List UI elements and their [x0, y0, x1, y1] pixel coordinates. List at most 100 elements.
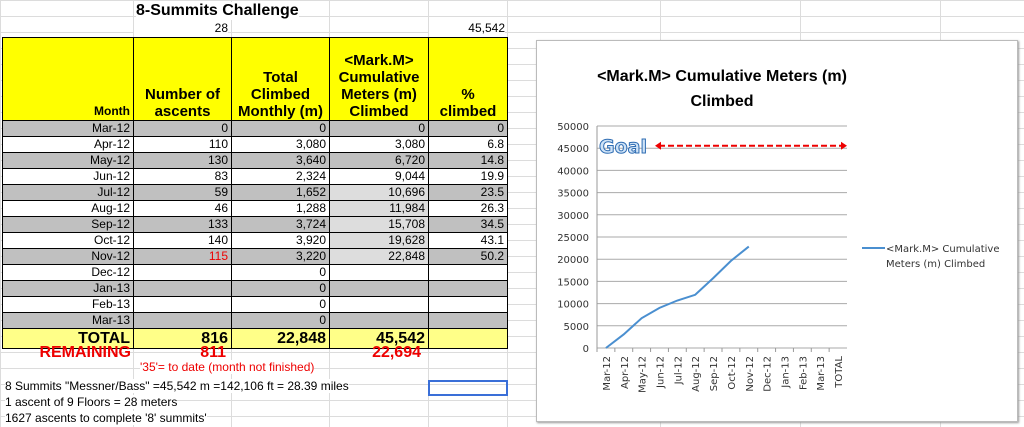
cell-month[interactable]: Feb-13: [2, 296, 134, 313]
cell-ascents[interactable]: [133, 264, 232, 281]
cell-month[interactable]: Mar-12: [2, 120, 134, 137]
cell-month[interactable]: Jul-12: [2, 184, 134, 201]
goal-value[interactable]: 45,542: [429, 21, 505, 35]
cell-month[interactable]: Mar-13: [2, 312, 134, 329]
cell-ascents[interactable]: 59: [133, 184, 232, 201]
cell-cumulative[interactable]: 10,696: [329, 184, 429, 201]
x-tick-label: Aug-12: [691, 356, 702, 392]
note-line-2: 1 ascent of 9 Floors = 28 meters: [5, 395, 178, 409]
cell-cumulative[interactable]: [329, 280, 429, 297]
total-empty[interactable]: [428, 328, 508, 349]
cell-percent[interactable]: [428, 280, 508, 297]
cell-ascents[interactable]: [133, 280, 232, 297]
remaining-label: REMAINING: [39, 344, 131, 361]
table-row: Oct-12 140 3,920 19,628 43.1: [2, 232, 508, 249]
cell-month[interactable]: Oct-12: [2, 232, 134, 249]
cell-percent[interactable]: 43.1: [428, 232, 508, 249]
x-tick-label: Mar-13: [816, 356, 827, 391]
y-tick-label: 50000: [557, 122, 589, 133]
x-tick-label: May-12: [638, 356, 649, 393]
cell-percent[interactable]: 0: [428, 120, 508, 137]
cell-cumulative[interactable]: 11,984: [329, 200, 429, 217]
cell-ascents[interactable]: 115: [133, 248, 232, 265]
header-row: Month Number of ascents Total Climbed Mo…: [2, 37, 508, 121]
cell-monthly[interactable]: 1,288: [231, 200, 330, 217]
header-percent[interactable]: % climbed: [428, 37, 508, 121]
total-monthly[interactable]: 22,848: [231, 328, 330, 349]
to-date-note: '35'= to date (month not finished): [140, 360, 315, 374]
x-tick-label: Sep-12: [709, 356, 720, 391]
cell-monthly[interactable]: 0: [231, 296, 330, 313]
cell-ascents[interactable]: 0: [133, 120, 232, 137]
cell-ascents[interactable]: 46: [133, 200, 232, 217]
cumulative-chart[interactable]: <Mark.M> Cumulative Meters (m) Climbed 0…: [536, 40, 1018, 422]
cell-monthly[interactable]: 2,324: [231, 168, 330, 185]
cell-percent[interactable]: [428, 296, 508, 313]
cell-cumulative[interactable]: [329, 264, 429, 281]
cell-cumulative[interactable]: 22,848: [329, 248, 429, 265]
cell-ascents[interactable]: 140: [133, 232, 232, 249]
cell-cumulative[interactable]: 3,080: [329, 136, 429, 153]
cell-monthly[interactable]: 0: [231, 280, 330, 297]
cell-month[interactable]: Aug-12: [2, 200, 134, 217]
cell-monthly[interactable]: 3,724: [231, 216, 330, 233]
cell-cumulative[interactable]: [329, 312, 429, 329]
cell-month[interactable]: May-12: [2, 152, 134, 169]
cell-monthly[interactable]: 0: [231, 264, 330, 281]
cell-percent[interactable]: 19.9: [428, 168, 508, 185]
meters-per-ascent[interactable]: 28: [134, 21, 228, 35]
cell-month[interactable]: Jun-12: [2, 168, 134, 185]
cell-cumulative[interactable]: 9,044: [329, 168, 429, 185]
selected-cell[interactable]: [428, 380, 508, 396]
table-row: Nov-12 115 3,220 22,848 50.2: [2, 248, 508, 265]
x-tick-label: Jul-12: [673, 356, 684, 385]
header-ascents[interactable]: Number of ascents: [133, 37, 232, 121]
cell-percent[interactable]: 26.3: [428, 200, 508, 217]
cell-cumulative[interactable]: 0: [329, 120, 429, 137]
header-cumulative[interactable]: <Mark.M> Cumulative Meters (m) Climbed: [329, 37, 429, 121]
sheet-title: 8-Summits Challenge: [136, 2, 299, 20]
cell-ascents[interactable]: 130: [133, 152, 232, 169]
cell-percent[interactable]: 34.5: [428, 216, 508, 233]
chart-title-line1: <Mark.M> Cumulative Meters (m): [597, 68, 847, 85]
x-tick-label: TOTAL: [834, 356, 845, 389]
cell-ascents[interactable]: 110: [133, 136, 232, 153]
cell-monthly[interactable]: 1,652: [231, 184, 330, 201]
cell-percent[interactable]: 23.5: [428, 184, 508, 201]
x-tick-label: Apr-12: [620, 356, 631, 389]
cell-monthly[interactable]: 0: [231, 120, 330, 137]
cell-percent[interactable]: [428, 264, 508, 281]
table-row: Apr-12 110 3,080 3,080 6.8: [2, 136, 508, 153]
cell-monthly[interactable]: 0: [231, 312, 330, 329]
header-month[interactable]: Month: [2, 37, 134, 121]
total-cumulative[interactable]: 45,542: [329, 328, 429, 349]
cell-percent[interactable]: 14.8: [428, 152, 508, 169]
total-ascents[interactable]: 816: [133, 328, 232, 349]
remaining-cumulative[interactable]: 22,694: [372, 344, 421, 361]
table-row: Sep-12 133 3,724 15,708 34.5: [2, 216, 508, 233]
cell-percent[interactable]: 50.2: [428, 248, 508, 265]
cell-cumulative[interactable]: [329, 296, 429, 313]
y-tick-label: 10000: [557, 300, 589, 311]
cell-cumulative[interactable]: 19,628: [329, 232, 429, 249]
cell-month[interactable]: Apr-12: [2, 136, 134, 153]
cell-ascents[interactable]: 133: [133, 216, 232, 233]
remaining-ascents[interactable]: 811: [200, 344, 226, 361]
cell-cumulative[interactable]: 15,708: [329, 216, 429, 233]
cell-ascents[interactable]: 83: [133, 168, 232, 185]
cell-monthly[interactable]: 3,920: [231, 232, 330, 249]
cell-monthly[interactable]: 3,640: [231, 152, 330, 169]
cell-percent[interactable]: 6.8: [428, 136, 508, 153]
cell-month[interactable]: Nov-12: [2, 248, 134, 265]
cell-month[interactable]: Sep-12: [2, 216, 134, 233]
header-monthly[interactable]: Total Climbed Monthly (m): [231, 37, 330, 121]
cell-ascents[interactable]: [133, 312, 232, 329]
chart-svg: <Mark.M> Cumulative Meters (m) Climbed 0…: [557, 68, 999, 393]
cell-monthly[interactable]: 3,080: [231, 136, 330, 153]
cell-ascents[interactable]: [133, 296, 232, 313]
cell-cumulative[interactable]: 6,720: [329, 152, 429, 169]
cell-monthly[interactable]: 3,220: [231, 248, 330, 265]
cell-month[interactable]: Dec-12: [2, 264, 134, 281]
cell-month[interactable]: Jan-13: [2, 280, 134, 297]
cell-percent[interactable]: [428, 312, 508, 329]
